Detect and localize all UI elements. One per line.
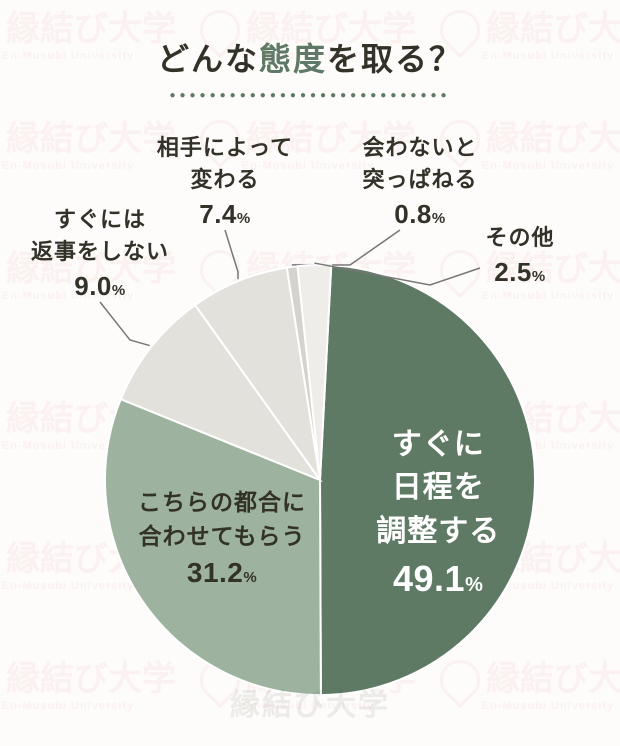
- slice-label-1: こちらの都合に合わせてもらう31.2%: [102, 486, 342, 593]
- leader-2: [100, 302, 150, 346]
- title-accent: 態度: [259, 41, 327, 77]
- title-post: を取る？: [327, 41, 463, 77]
- pie-chart: すぐに日程を調整する49.1%こちらの都合に合わせてもらう31.2%すぐには返事…: [0, 100, 620, 746]
- leader-3: [225, 230, 238, 279]
- slice-label-4: 会わないと突っぱねる0.8%: [330, 132, 510, 234]
- leader-4: [292, 230, 400, 265]
- title-pre: どんな: [157, 41, 259, 77]
- slice-label-0: すぐに日程を調整する49.1%: [318, 423, 558, 606]
- slice-label-3: 相手によって変わる7.4%: [120, 132, 330, 234]
- slice-label-5: その他2.5%: [450, 222, 590, 292]
- footer-brand: 縁結び大学: [0, 680, 620, 724]
